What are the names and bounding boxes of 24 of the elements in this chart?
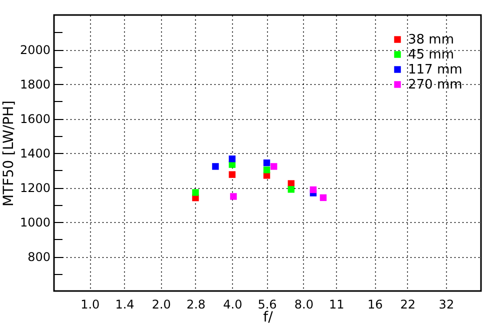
x-tick-label: 2.0 bbox=[152, 298, 171, 312]
y-tick-label: 1200 bbox=[20, 181, 50, 195]
x-tick-label: 11 bbox=[329, 298, 344, 312]
x-tick-label: 16 bbox=[368, 298, 383, 312]
y-axis-title: MTF50 [LW/PH] bbox=[0, 100, 17, 206]
x-tick-label: 5.6 bbox=[258, 298, 277, 312]
y-tick-label: 1800 bbox=[20, 78, 50, 92]
x-axis-title: f/ bbox=[263, 310, 274, 326]
y-tick-label: 1400 bbox=[20, 146, 50, 160]
y-tick-label: 1000 bbox=[20, 216, 50, 230]
x-tick-label: 32 bbox=[438, 298, 454, 312]
x-tick-label: 22 bbox=[400, 298, 416, 312]
legend-label: 45 mm bbox=[408, 48, 454, 62]
x-tick-label: 4.0 bbox=[223, 298, 242, 312]
y-tick-label: 800 bbox=[28, 250, 50, 264]
x-tick-label: 1.4 bbox=[115, 298, 134, 312]
x-tick-label: 8.0 bbox=[294, 298, 314, 312]
y-tick-label: 1600 bbox=[20, 112, 50, 126]
legend-label: 270 mm bbox=[408, 78, 462, 92]
x-tick-label: 2.8 bbox=[186, 298, 206, 312]
x-tick-label: 1.0 bbox=[80, 298, 100, 312]
y-tick-label: 2000 bbox=[20, 43, 50, 57]
legend-label: 38 mm bbox=[408, 32, 454, 48]
legend-label: 117 mm bbox=[408, 62, 462, 78]
